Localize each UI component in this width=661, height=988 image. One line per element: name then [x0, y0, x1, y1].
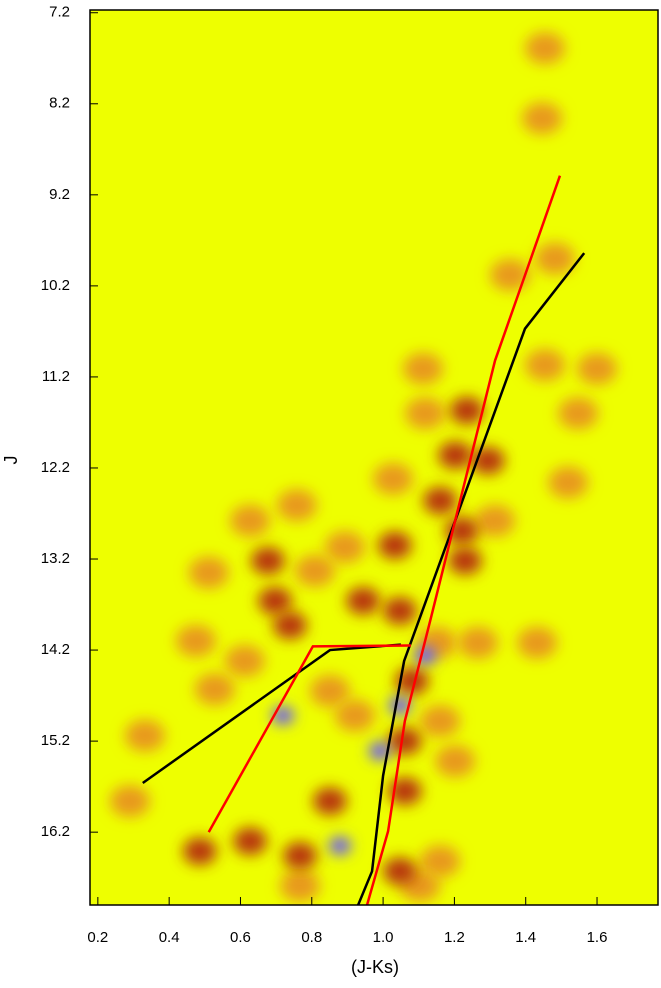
y-tick-label: 14.2 — [41, 641, 70, 658]
density-blob — [420, 845, 461, 878]
density-blob — [534, 242, 575, 275]
density-blob — [548, 466, 589, 499]
y-tick-label: 16.2 — [41, 823, 70, 840]
density-blob — [423, 486, 458, 515]
density-blob — [438, 441, 473, 470]
density-blob — [394, 667, 429, 696]
density-blob — [517, 626, 558, 659]
density-blob — [382, 857, 417, 886]
x-tick-label: 0.8 — [301, 929, 322, 946]
density-blob — [283, 841, 318, 870]
density-blob — [280, 869, 321, 902]
x-tick-label: 1.6 — [587, 929, 608, 946]
density-blob — [309, 675, 350, 708]
density-blob — [377, 531, 412, 560]
density-blob — [522, 102, 563, 135]
density-blob — [224, 644, 265, 677]
density-blob — [233, 827, 268, 856]
density-blob — [324, 531, 365, 564]
y-tick-label: 15.2 — [41, 732, 70, 749]
density-blob — [334, 699, 375, 732]
density-blob — [346, 586, 381, 615]
density-blob — [276, 489, 317, 522]
density-blob — [475, 504, 516, 537]
y-tick-label: 12.2 — [41, 459, 70, 476]
density-blob — [182, 837, 217, 866]
x-tick-label: 0.6 — [230, 929, 251, 946]
density-blob — [405, 397, 446, 430]
density-blob — [387, 727, 422, 756]
density-map — [109, 32, 618, 902]
density-blob — [124, 719, 165, 752]
density-blob — [435, 745, 476, 778]
density-blob — [109, 785, 150, 818]
density-blob — [420, 705, 461, 738]
y-tick-label: 8.2 — [49, 95, 70, 112]
density-blob — [188, 556, 229, 589]
x-axis-label: (J-Ks) — [351, 957, 399, 977]
density-blob — [312, 787, 347, 816]
density-blob — [250, 546, 285, 575]
density-blob — [524, 32, 565, 65]
y-tick-label: 9.2 — [49, 186, 70, 203]
y-tick-label: 10.2 — [41, 277, 70, 294]
density-blob — [577, 352, 618, 385]
isochrone-line — [207, 175, 562, 905]
y-tick-label: 11.2 — [42, 368, 70, 385]
x-tick-label: 1.0 — [373, 929, 394, 946]
plot-background — [90, 10, 658, 905]
density-blob — [230, 504, 271, 537]
density-blob — [194, 673, 235, 706]
x-tick-label: 1.2 — [444, 929, 465, 946]
density-blob — [294, 554, 335, 587]
density-blob — [490, 258, 531, 291]
density-blob — [368, 742, 391, 761]
density-blob — [524, 349, 565, 382]
y-axis-label: J — [1, 456, 21, 465]
density-blob — [373, 462, 414, 495]
density-blob — [457, 626, 498, 659]
plot-frame — [89, 9, 659, 906]
density-blob — [273, 611, 308, 640]
y-tick-label: 7.2 — [49, 4, 70, 21]
x-tick-label: 0.4 — [159, 929, 180, 946]
density-blob — [558, 397, 599, 430]
density-blob — [403, 352, 444, 385]
density-blob — [382, 596, 417, 625]
density-blob — [448, 546, 483, 575]
x-tick-label: 0.2 — [87, 929, 108, 946]
density-blob — [328, 836, 351, 855]
isochrones — [142, 175, 586, 905]
x-tick-label: 1.4 — [515, 929, 536, 946]
y-tick-label: 13.2 — [41, 550, 70, 567]
density-blob — [258, 586, 293, 615]
density-blob — [449, 396, 484, 425]
density-blob — [414, 646, 437, 665]
density-blob — [175, 624, 216, 657]
